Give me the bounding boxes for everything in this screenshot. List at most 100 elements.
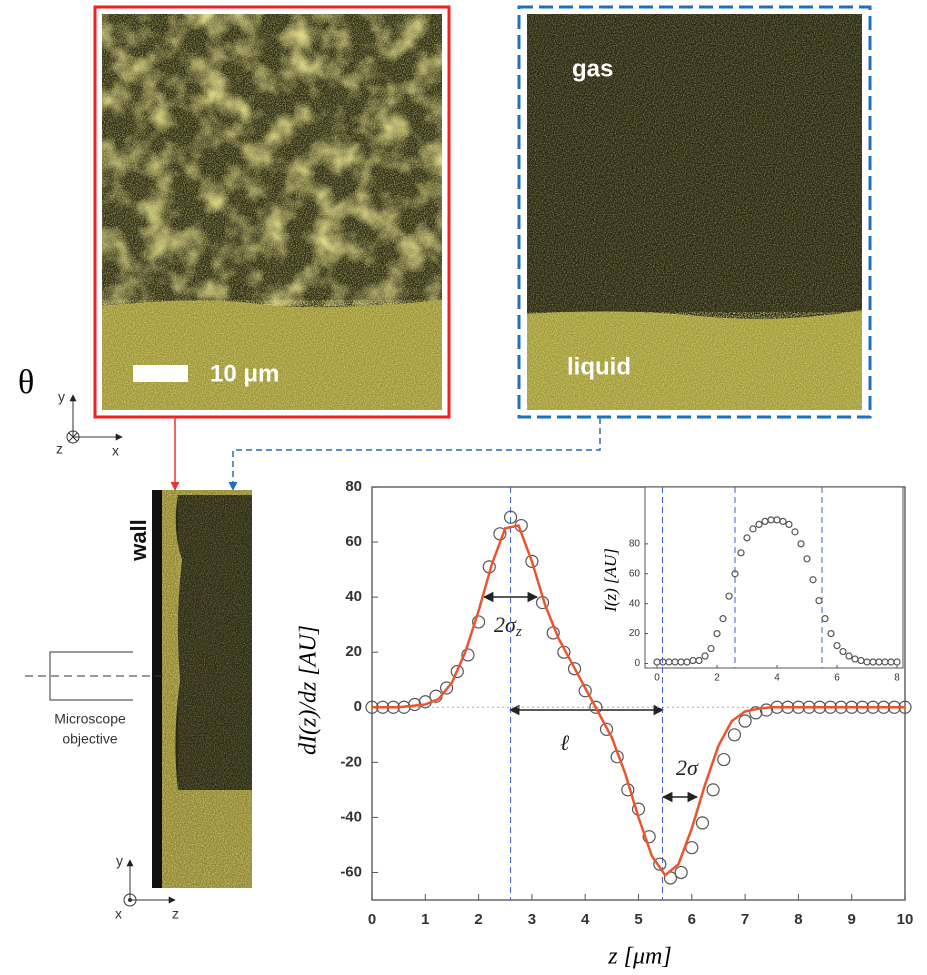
data-point xyxy=(827,629,835,638)
data-point xyxy=(731,570,739,578)
y-tick-label: 0 xyxy=(354,698,362,715)
data-point xyxy=(833,641,841,650)
data-point xyxy=(759,703,774,717)
axis-x: x xyxy=(115,906,122,922)
data-point xyxy=(797,540,805,548)
y-tick-label: 40 xyxy=(629,598,641,609)
data-point xyxy=(674,865,688,880)
x-tick-label: 10 xyxy=(897,911,914,928)
data-point xyxy=(821,615,829,623)
y-tick-label: 20 xyxy=(345,643,362,660)
data-point xyxy=(450,664,464,679)
x-tick-label: 2 xyxy=(474,911,482,928)
axis-y: y xyxy=(58,389,65,405)
data-point xyxy=(440,681,454,695)
side-image: wall xyxy=(126,490,252,888)
x-tick-label: 0 xyxy=(368,911,376,928)
data-point xyxy=(738,714,752,728)
data-point xyxy=(717,752,731,767)
axis-z: z xyxy=(56,441,63,457)
x-tick-label: 0 xyxy=(654,673,660,684)
data-point xyxy=(737,549,745,557)
y-tick-label: -20 xyxy=(340,753,362,770)
data-point xyxy=(695,816,710,830)
gas-label: gas xyxy=(572,55,613,82)
x-tick-label: 7 xyxy=(741,911,749,928)
data-point xyxy=(578,684,592,698)
data-point xyxy=(743,534,751,542)
data-point xyxy=(785,520,793,528)
data-point xyxy=(809,576,817,584)
y-tick-label: 80 xyxy=(345,478,362,495)
data-point xyxy=(653,857,667,871)
data-point xyxy=(719,615,727,623)
axes-icon-bottom xyxy=(123,859,176,907)
data-point xyxy=(589,700,603,714)
x-tick-label: 2 xyxy=(714,673,720,684)
annotation: 2σz xyxy=(494,612,522,640)
objective-label: Microscope xyxy=(54,711,126,727)
data-point xyxy=(893,658,901,666)
data-point xyxy=(707,644,715,653)
objective-label: objective xyxy=(62,731,117,747)
data-point xyxy=(503,510,518,524)
data-point xyxy=(845,652,853,660)
x-tick-label: 5 xyxy=(634,911,642,928)
y-tick-label: 20 xyxy=(629,628,641,639)
data-point xyxy=(713,629,721,638)
data-point xyxy=(701,652,709,660)
data-point xyxy=(599,722,614,736)
y-axis-label: dI(z)/dz [AU] xyxy=(296,625,322,755)
axis-z: z xyxy=(172,906,179,922)
data-point xyxy=(779,517,787,526)
data-point xyxy=(472,615,486,629)
data-point xyxy=(642,830,656,844)
inset-frame xyxy=(644,486,904,669)
y-tick-label: 40 xyxy=(345,588,362,605)
wall-label: wall xyxy=(126,519,151,562)
liquid-label: liquid xyxy=(567,353,631,380)
annotation: 2σ xyxy=(676,755,699,780)
data-point xyxy=(839,647,847,656)
x-tick-label: 6 xyxy=(834,673,840,684)
axes-icon-top xyxy=(66,394,123,444)
y-tick-label: 0 xyxy=(634,658,640,669)
axis-x: x xyxy=(112,443,119,459)
data-point xyxy=(525,554,539,568)
data-point xyxy=(803,555,811,563)
annotation: ℓ xyxy=(560,730,570,755)
data-point xyxy=(727,728,742,742)
data-point xyxy=(725,592,733,600)
y-tick-label: 80 xyxy=(629,538,641,549)
scale-bar-label: 10 μm xyxy=(210,360,279,387)
blue-connector xyxy=(228,418,601,491)
y-tick-label: 60 xyxy=(345,533,362,550)
x-tick-label: 1 xyxy=(421,911,429,928)
inset-y-label: I(z) [AU] xyxy=(601,548,620,613)
y-tick-label: -40 xyxy=(340,808,362,825)
x-tick-label: 3 xyxy=(528,911,536,928)
x-axis-label: z [μm] xyxy=(607,944,671,970)
y-tick-label: -60 xyxy=(340,863,362,880)
blue-panel: gas liquid xyxy=(517,5,872,419)
x-tick-label: 4 xyxy=(774,673,780,684)
data-point xyxy=(749,525,757,533)
objective-sketch xyxy=(25,651,165,701)
data-point xyxy=(706,783,720,797)
data-point xyxy=(815,597,823,605)
x-tick-label: 4 xyxy=(581,911,590,928)
data-point xyxy=(567,662,582,676)
axis-y: y xyxy=(116,853,123,869)
data-point xyxy=(685,841,699,855)
fit-curve xyxy=(372,524,905,878)
y-tick-label: 60 xyxy=(629,568,641,579)
x-tick-label: 8 xyxy=(794,911,802,928)
data-point xyxy=(755,520,763,528)
data-point xyxy=(461,648,475,662)
x-tick-label: 9 xyxy=(848,911,856,928)
red-panel: 10 μm xyxy=(93,5,451,419)
x-tick-label: 8 xyxy=(894,673,900,684)
theta: θ xyxy=(18,364,34,401)
x-tick-label: 6 xyxy=(688,911,696,928)
